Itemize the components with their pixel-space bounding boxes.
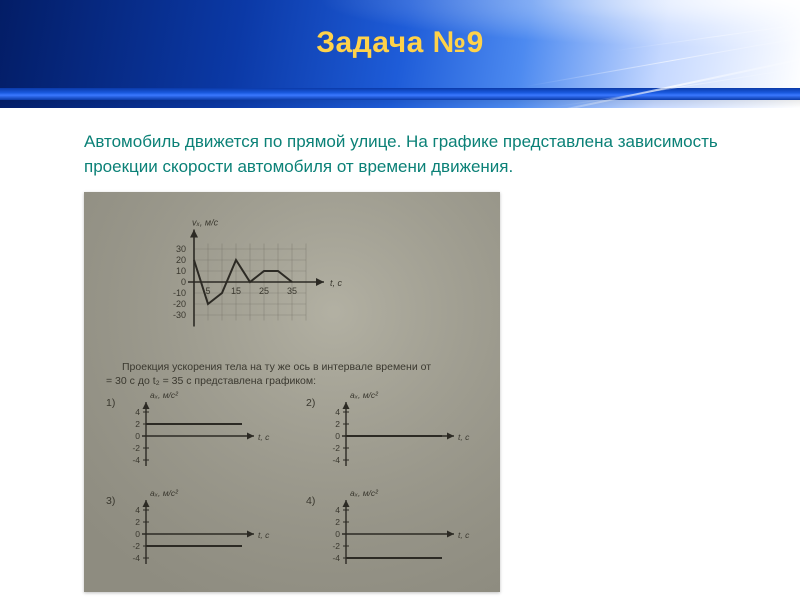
svg-text:aₓ, м/с²: aₓ, м/с² — [150, 488, 179, 498]
svg-text:t, с: t, с — [458, 432, 470, 442]
header-shadow — [0, 100, 800, 108]
svg-text:0: 0 — [135, 529, 140, 539]
svg-text:4: 4 — [135, 407, 140, 417]
svg-text:aₓ, м/с²: aₓ, м/с² — [350, 488, 379, 498]
svg-text:3): 3) — [106, 495, 115, 507]
svg-text:-2: -2 — [132, 541, 140, 551]
slide-title: Задача №9 — [0, 26, 800, 60]
svg-text:-4: -4 — [132, 455, 140, 465]
svg-text:aₓ, м/с²: aₓ, м/с² — [150, 390, 179, 400]
svg-text:-2: -2 — [132, 443, 140, 453]
svg-text:= 30 с до t₂ = 35 с представле: = 30 с до t₂ = 35 с представлена графико… — [106, 375, 316, 387]
svg-text:Проекция ускорения тела на ту: Проекция ускорения тела на ту же ось в и… — [122, 361, 431, 373]
header-banner: Задача №9 — [0, 0, 800, 108]
svg-text:-10: -10 — [173, 288, 186, 298]
svg-text:-20: -20 — [173, 299, 186, 309]
svg-text:t, с: t, с — [258, 432, 270, 442]
svg-text:2: 2 — [135, 419, 140, 429]
svg-text:20: 20 — [176, 255, 186, 265]
svg-text:t, с: t, с — [258, 530, 270, 540]
svg-text:2): 2) — [306, 397, 315, 409]
problem-text: Автомобиль движется по прямой улице. На … — [84, 130, 724, 179]
svg-text:0: 0 — [135, 431, 140, 441]
svg-text:aₓ, м/с²: aₓ, м/с² — [350, 390, 379, 400]
svg-text:30: 30 — [176, 244, 186, 254]
svg-text:-4: -4 — [132, 553, 140, 563]
svg-text:t, с: t, с — [458, 530, 470, 540]
svg-text:10: 10 — [176, 266, 186, 276]
svg-text:25: 25 — [259, 286, 269, 296]
svg-text:1): 1) — [106, 397, 115, 409]
svg-text:0: 0 — [335, 431, 340, 441]
svg-text:-2: -2 — [332, 541, 340, 551]
svg-text:35: 35 — [287, 286, 297, 296]
svg-text:2: 2 — [135, 517, 140, 527]
svg-text:2: 2 — [335, 517, 340, 527]
svg-text:-4: -4 — [332, 455, 340, 465]
svg-text:15: 15 — [231, 286, 241, 296]
svg-text:-30: -30 — [173, 310, 186, 320]
svg-text:vₓ, м/с: vₓ, м/с — [192, 218, 219, 228]
svg-text:0: 0 — [181, 277, 186, 287]
svg-text:4): 4) — [306, 495, 315, 507]
svg-text:-4: -4 — [332, 553, 340, 563]
svg-text:5: 5 — [205, 286, 210, 296]
svg-text:-2: -2 — [332, 443, 340, 453]
accent-bar — [0, 88, 800, 100]
svg-text:4: 4 — [335, 407, 340, 417]
svg-text:t, с: t, с — [330, 278, 343, 288]
embedded-figure: -30-20-1001020305152535vₓ, м/сt, сПроекц… — [84, 192, 500, 592]
svg-text:2: 2 — [335, 419, 340, 429]
svg-text:4: 4 — [335, 505, 340, 515]
svg-text:4: 4 — [135, 505, 140, 515]
svg-text:0: 0 — [335, 529, 340, 539]
figure-svg: -30-20-1001020305152535vₓ, м/сt, сПроекц… — [84, 192, 500, 592]
